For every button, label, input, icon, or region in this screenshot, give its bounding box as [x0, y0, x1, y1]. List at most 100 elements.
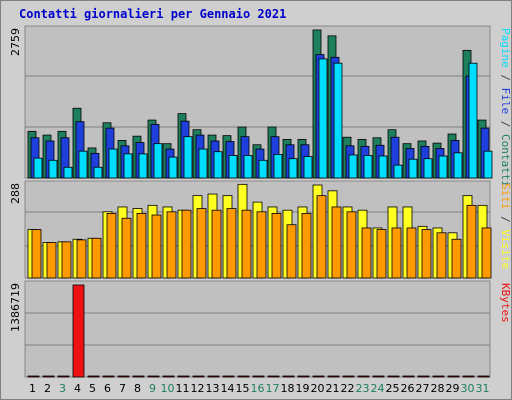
bar-pagine-day-22: [348, 154, 358, 179]
bar-siti-day-14: [226, 208, 237, 279]
bar-kbytes-day-6: [102, 375, 115, 378]
bar-kbytes-day-30: [462, 375, 475, 378]
bar-kbytes-day-3: [57, 375, 70, 378]
x-tick-label: 22: [341, 382, 355, 395]
bar-pagine-day-26: [408, 158, 418, 179]
plot-area-kbytes: [24, 280, 491, 378]
x-tick-label: 10: [161, 382, 175, 395]
bar-siti-day-25: [391, 227, 402, 279]
x-tick-label: 15: [236, 382, 250, 395]
bar-pagine-day-12: [198, 148, 208, 179]
bar-siti-day-28: [436, 232, 447, 279]
bar-siti-day-16: [256, 211, 267, 279]
bar-pagine-day-29: [453, 152, 463, 179]
bar-kbytes-day-11: [177, 375, 190, 378]
bar-kbytes-day-29: [447, 375, 460, 378]
bar-pagine-day-21: [333, 62, 343, 179]
bar-siti-day-18: [286, 224, 297, 279]
x-tick-label: 14: [221, 382, 235, 395]
bar-pagine-day-20: [318, 58, 328, 179]
legend-entry: /: [499, 114, 512, 134]
bar-siti-day-3: [61, 241, 72, 279]
bar-siti-day-9: [151, 214, 162, 279]
bar-kbytes-day-26: [402, 375, 415, 378]
bar-siti-day-19: [301, 213, 312, 279]
bar-pagine-day-28: [438, 155, 448, 179]
bar-pagine-day-8: [138, 153, 148, 179]
bar-pagine-day-27: [423, 158, 433, 179]
bar-pagine-day-30: [468, 62, 478, 179]
bar-siti-day-29: [451, 238, 462, 279]
bar-siti-day-11: [181, 209, 192, 279]
bar-siti-day-20: [316, 195, 327, 279]
bar-siti-day-10: [166, 211, 177, 279]
legend-entry: /: [499, 68, 512, 88]
bar-siti-day-24: [376, 229, 387, 279]
y-max-label-kbytes: 1386719: [9, 283, 22, 332]
bar-pagine-day-23: [363, 155, 373, 179]
x-tick-label: 5: [89, 382, 96, 395]
x-tick-label: 17: [266, 382, 280, 395]
bar-pagine-day-14: [228, 155, 238, 179]
bar-kbytes-day-21: [327, 375, 340, 378]
legend-entry: Pagine: [499, 28, 512, 68]
bar-kbytes-day-7: [117, 375, 130, 378]
bar-pagine-day-4: [78, 150, 88, 179]
x-tick-label: 18: [281, 382, 295, 395]
legend-visits: Siti / Visite: [499, 183, 512, 269]
bar-kbytes-day-27: [417, 375, 430, 378]
bar-pagine-day-24: [378, 155, 388, 179]
bar-pagine-day-31: [483, 150, 493, 179]
bar-kbytes-day-31: [477, 375, 490, 378]
bar-kbytes-day-10: [162, 375, 175, 378]
bar-kbytes-day-14: [222, 375, 235, 378]
bar-pagine-day-17: [273, 153, 283, 179]
bar-pagine-day-19: [303, 156, 313, 179]
x-tick-label: 23: [356, 382, 370, 395]
legend-hits: Pagine / File / Contatti: [499, 28, 512, 187]
bar-siti-day-22: [346, 211, 357, 279]
bar-siti-day-5: [91, 237, 102, 279]
bar-kbytes-day-12: [192, 375, 205, 378]
legend-entry: Visite: [499, 229, 512, 269]
bar-kbytes-day-23: [357, 375, 370, 378]
bar-kbytes-day-2: [42, 375, 55, 378]
bar-pagine-day-10: [168, 156, 178, 179]
bar-kbytes-day-4: [72, 284, 85, 378]
bar-siti-day-7: [121, 217, 132, 279]
x-tick-label: 20: [311, 382, 325, 395]
legend-entry: Contatti: [499, 134, 512, 187]
legend-entry: /: [499, 210, 512, 230]
bar-kbytes-day-18: [282, 375, 295, 378]
bar-siti-day-17: [271, 213, 282, 279]
x-tick-label: 1: [29, 382, 36, 395]
bar-kbytes-day-20: [312, 375, 325, 378]
bar-siti-day-13: [211, 209, 222, 279]
x-tick-label: 11: [176, 382, 190, 395]
x-tick-label: 25: [386, 382, 400, 395]
x-tick-label: 16: [251, 382, 265, 395]
y-max-label-hits: 2759: [9, 28, 22, 56]
bar-siti-day-15: [241, 209, 252, 279]
bar-siti-day-8: [136, 213, 147, 279]
bar-kbytes-day-25: [387, 375, 400, 378]
x-tick-label: 8: [134, 382, 141, 395]
bar-pagine-day-11: [183, 136, 193, 179]
bar-siti-day-27: [421, 229, 432, 279]
bar-kbytes-day-28: [432, 375, 445, 378]
x-tick-label: 30: [461, 382, 475, 395]
legend-entry: File: [499, 88, 512, 115]
bar-siti-day-30: [466, 204, 477, 279]
x-tick-label: 28: [431, 382, 445, 395]
x-tick-label: 29: [446, 382, 460, 395]
bar-pagine-day-9: [153, 143, 163, 179]
bar-siti-day-23: [361, 227, 372, 279]
x-tick-label: 27: [416, 382, 430, 395]
bar-siti-day-26: [406, 227, 417, 279]
bar-pagine-day-2: [48, 159, 58, 179]
bar-siti-day-1: [31, 229, 42, 279]
bar-kbytes-day-16: [252, 375, 265, 378]
bar-pagine-day-7: [123, 153, 133, 179]
